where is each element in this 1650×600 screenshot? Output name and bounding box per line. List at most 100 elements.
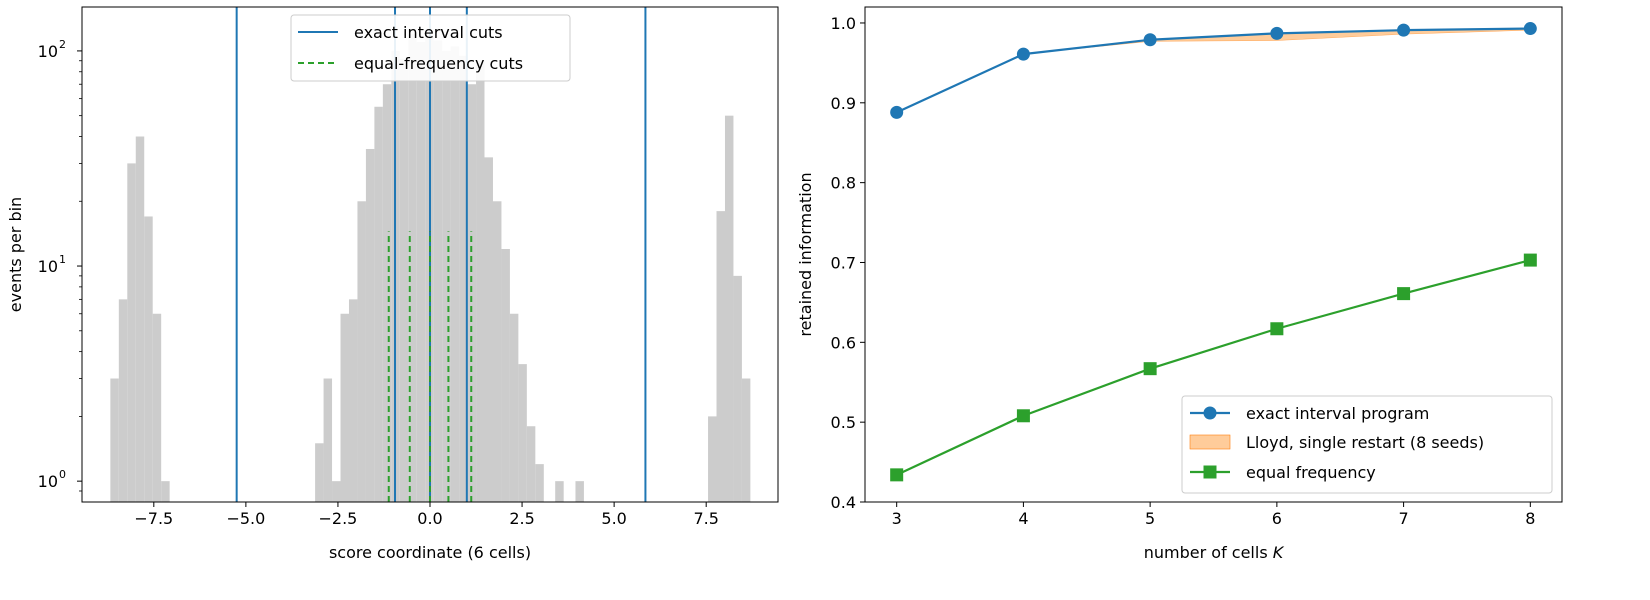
data-point-equal-frequency [1270,322,1284,336]
y-axis-label: events per bin [6,197,25,312]
y-tick-label: 0.8 [831,174,856,193]
data-point-exact [1016,47,1030,61]
histogram-bar [152,313,162,502]
x-tick-label: 0.0 [417,509,442,528]
histogram-bar [332,481,341,502]
legend-label-exact: exact interval program [1246,404,1429,423]
histogram-bar [509,313,519,502]
x-tick-label: −5.0 [226,509,265,528]
y-tick-label-exponent: 1 [59,253,66,266]
histogram-bar [518,364,527,502]
data-point-exact [1270,26,1284,40]
legend: exact interval cuts equal-frequency cuts [290,14,571,82]
data-point-exact [890,105,904,119]
y-tick-label: 0.5 [831,413,856,432]
histogram-bar [733,275,742,502]
histogram-bar [118,299,128,502]
x-tick-label: −2.5 [319,509,358,528]
y-tick-label: 1.0 [831,14,856,33]
x-tick-label: 5.0 [601,509,626,528]
y-axis-label: retained information [796,172,815,336]
y-tick-label: 0.4 [831,493,856,512]
x-tick-label: 2.5 [509,509,534,528]
histogram-bar [442,50,451,502]
y-tick-label: 10 [38,472,58,491]
histogram-bar [526,426,536,502]
histogram-bar [110,378,119,502]
legend-label-exact: exact interval cuts [354,23,503,42]
x-tick-label: 5 [1145,509,1155,528]
histogram-bar [323,378,333,502]
x-tick-label: 7.5 [693,509,718,528]
y-tick-label: 0.9 [831,94,856,113]
histogram-bar [315,443,324,502]
series-line-equal-frequency [896,259,1531,476]
x-tick-label: 8 [1525,509,1535,528]
legend-marker-equal-frequency [1203,465,1217,479]
data-point-equal-frequency [1143,362,1157,376]
histogram-bar [399,58,409,502]
histogram-bar [467,84,477,502]
histogram-bar [724,115,734,502]
y-tick-label-exponent: 2 [59,38,66,51]
histogram-bar [708,416,717,502]
legend-box [290,14,571,82]
y-tick-label: 10 [38,42,58,61]
data-point-exact [1397,23,1411,37]
legend-label-equal-frequency: equal frequency [1246,463,1376,482]
histogram-bar [535,464,544,502]
y-tick-label: 10 [38,257,58,276]
data-point-equal-frequency [1523,253,1537,267]
y-tick-label: 0.7 [831,253,856,272]
histogram-bar [575,481,584,502]
legend-box [1181,395,1553,494]
data-point-equal-frequency [1397,287,1411,301]
histogram-bar [340,313,349,502]
histogram-bar [127,163,136,502]
histogram-bar [492,201,502,502]
x-axis-label: number of cells K [1144,543,1285,562]
histogram-bar [433,40,443,502]
x-tick-label: −7.5 [134,509,173,528]
histogram-bar [555,481,564,502]
legend-marker-exact [1203,406,1217,420]
histogram-bar [501,248,510,502]
series-line-exact [896,27,1531,114]
data-point-exact [1143,33,1157,47]
y-tick-label: 0.6 [831,333,856,352]
histogram-bar [144,216,153,502]
histogram-bar [450,46,460,502]
histogram-bar [365,148,375,502]
histogram-bar [374,106,383,502]
retained-information-panel: 3 4 5 6 7 8 0.4 0.5 0.6 0.7 0.8 0.9 1.0 number of cel… [796,6,1563,562]
histogram-bar [161,481,170,502]
histogram-bar [357,201,366,502]
legend-label-equal-frequency: equal-frequency cuts [354,54,523,73]
histogram-bar [741,378,751,502]
x-axis-label-text: number of cells [1144,543,1273,562]
legend-swatch-lloyd [1189,434,1231,450]
histogram-bar [459,55,468,502]
histogram-bar [716,211,725,502]
histogram-bar [135,136,145,502]
x-tick-label: 7 [1398,509,1408,528]
data-point-exact [1523,22,1537,36]
legend: exact interval program Lloyd, single rest… [1181,395,1553,494]
x-tick-label: 3 [892,509,902,528]
plot-frame [864,6,1563,503]
histogram-bar [348,299,358,502]
histogram-bar [408,33,417,502]
histogram-bar [476,60,485,502]
data-point-equal-frequency [890,468,904,482]
legend-label-lloyd: Lloyd, single restart (8 seeds) [1246,433,1484,452]
y-tick-label-exponent: 0 [59,468,66,481]
lloyd-band [896,28,1531,113]
data-point-equal-frequency [1016,409,1030,423]
histogram-bar [484,157,493,502]
x-tick-label: 6 [1272,509,1282,528]
histogram-bar [382,84,392,502]
x-axis-label-variable: K [1273,543,1285,562]
x-tick-label: 4 [1018,509,1028,528]
